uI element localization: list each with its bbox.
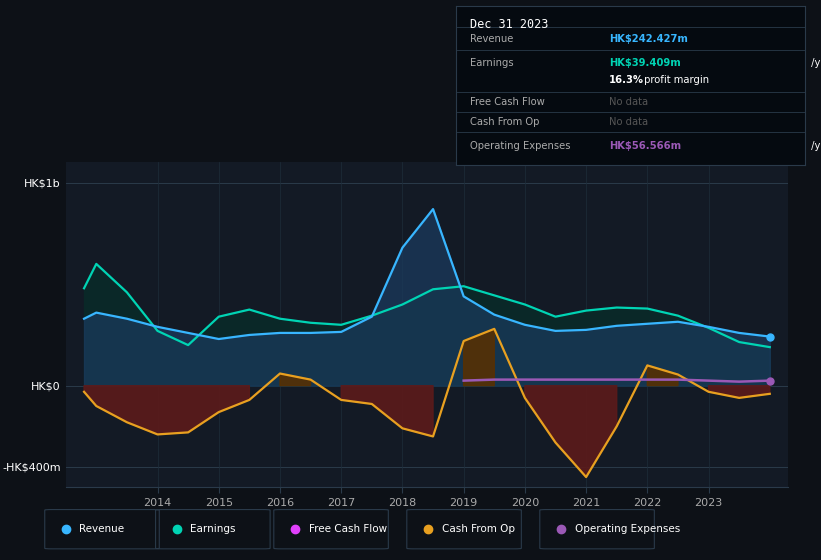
Text: Operating Expenses: Operating Expenses [470, 141, 570, 151]
Text: profit margin: profit margin [640, 75, 709, 85]
Text: HK$56.566m: HK$56.566m [609, 141, 681, 151]
Text: Free Cash Flow: Free Cash Flow [309, 524, 387, 534]
Text: Cash From Op: Cash From Op [442, 524, 515, 534]
Text: Earnings: Earnings [190, 524, 236, 534]
Text: /yr: /yr [808, 58, 821, 68]
Text: /yr: /yr [808, 141, 821, 151]
Text: No data: No data [609, 117, 649, 127]
Text: Operating Expenses: Operating Expenses [575, 524, 680, 534]
Text: 16.3%: 16.3% [609, 75, 644, 85]
Text: Free Cash Flow: Free Cash Flow [470, 97, 544, 107]
Text: HK$242.427m: HK$242.427m [609, 34, 688, 44]
Text: Revenue: Revenue [470, 34, 513, 44]
Text: Cash From Op: Cash From Op [470, 117, 539, 127]
Text: HK$39.409m: HK$39.409m [609, 58, 681, 68]
Text: Revenue: Revenue [80, 524, 125, 534]
Text: Dec 31 2023: Dec 31 2023 [470, 18, 548, 31]
Text: Earnings: Earnings [470, 58, 513, 68]
Text: No data: No data [609, 97, 649, 107]
